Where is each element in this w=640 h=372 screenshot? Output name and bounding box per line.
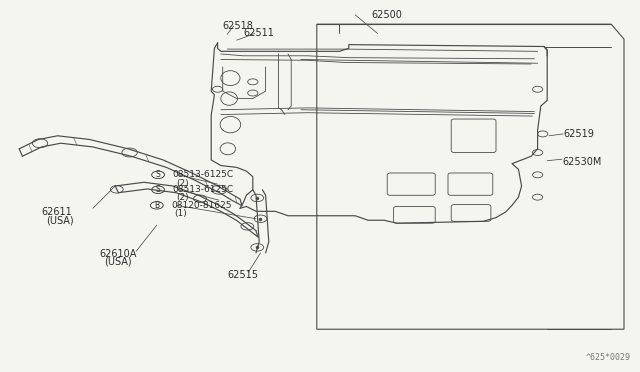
- Text: 08513-6125C: 08513-6125C: [173, 170, 234, 179]
- Text: 62518: 62518: [223, 21, 253, 31]
- Text: 62515: 62515: [227, 270, 258, 279]
- Text: 08120-81625: 08120-81625: [172, 201, 232, 210]
- Text: (1): (1): [175, 209, 188, 218]
- Text: B: B: [154, 201, 159, 210]
- Text: 62610A: 62610A: [99, 249, 136, 259]
- Text: 62500: 62500: [371, 10, 402, 20]
- Text: S: S: [156, 185, 161, 194]
- Text: (2): (2): [176, 193, 189, 202]
- Text: 62511: 62511: [243, 29, 274, 38]
- Text: ^625*0029: ^625*0029: [586, 353, 630, 362]
- Text: 08513-6125C: 08513-6125C: [173, 185, 234, 194]
- Text: 62519: 62519: [563, 129, 594, 139]
- Text: 62611: 62611: [42, 207, 72, 217]
- Text: 62530M: 62530M: [562, 157, 602, 167]
- Text: (2): (2): [176, 179, 189, 187]
- Text: (USA): (USA): [46, 215, 74, 225]
- Text: S: S: [156, 170, 161, 179]
- Text: (USA): (USA): [104, 257, 131, 267]
